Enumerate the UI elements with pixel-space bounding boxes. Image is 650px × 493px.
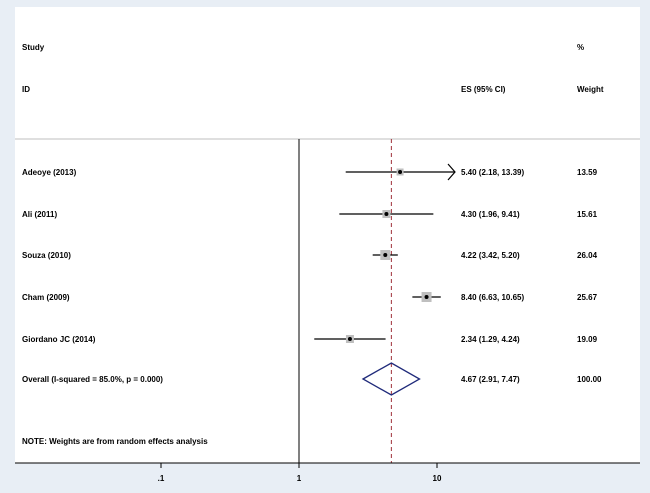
weight-value: 19.09 <box>577 335 598 344</box>
study-row: Cham (2009) 8.40 (6.63, 10.65) 25.67 <box>22 292 598 302</box>
ci-truncation-arrow <box>447 163 456 181</box>
overall-label: Overall (I-squared = 85.0%, p = 0.000) <box>22 375 163 384</box>
study-row: Giordano JC (2014) 2.34 (1.29, 4.24) 19.09 <box>22 335 598 344</box>
x-axis: .1 1 10 <box>158 463 442 483</box>
effect-size-value: 8.40 (6.63, 10.65) <box>461 293 524 302</box>
weight-value: 25.67 <box>577 293 598 302</box>
effect-size-value: 4.22 (3.42, 5.20) <box>461 251 520 260</box>
es-column-header: ES (95% CI) <box>461 85 506 94</box>
effect-size-value: 4.30 (1.96, 9.41) <box>461 210 520 219</box>
x-tick-label: .1 <box>158 474 165 483</box>
weight-value: 13.59 <box>577 168 598 177</box>
effect-size-value: 2.34 (1.29, 4.24) <box>461 335 520 344</box>
weight-column-header: Weight <box>577 85 604 94</box>
study-rows: Adeoye (2013) 5.40 (2.18, 13.39) 13.59 Ali … <box>22 139 602 463</box>
study-row: Souza (2010) 4.22 (3.42, 5.20) 26.04 <box>22 250 598 260</box>
id-column-header: ID <box>22 85 30 94</box>
study-name: Ali (2011) <box>22 210 57 219</box>
study-name: Souza (2010) <box>22 251 71 260</box>
point-estimate <box>398 170 403 174</box>
plot-panel <box>15 7 640 463</box>
overall-row: Overall (I-squared = 85.0%, p = 0.000) 4.… <box>22 362 602 396</box>
x-tick-label: 10 <box>433 474 442 483</box>
point-estimate <box>384 212 389 216</box>
effect-size-value: 5.40 (2.18, 13.39) <box>461 168 524 177</box>
point-estimate <box>383 253 388 257</box>
study-row: Ali (2011) 4.30 (1.96, 9.41) 15.61 <box>22 210 598 219</box>
study-row: Adeoye (2013) 5.40 (2.18, 13.39) 13.59 <box>22 163 598 181</box>
weight-value: 15.61 <box>577 210 598 219</box>
overall-weight: 100.00 <box>577 375 602 384</box>
point-estimate <box>424 295 429 299</box>
overall-diamond <box>361 362 421 396</box>
x-tick-label: 1 <box>297 474 302 483</box>
study-name: Cham (2009) <box>22 293 70 302</box>
point-estimate <box>347 337 352 341</box>
footnote: NOTE: Weights are from random effects an… <box>22 437 208 446</box>
weight-value: 26.04 <box>577 251 598 260</box>
study-name: Adeoye (2013) <box>22 168 77 177</box>
study-column-header: Study <box>22 43 45 52</box>
weight-percent-symbol: % <box>577 43 584 52</box>
overall-effect-size: 4.67 (2.91, 7.47) <box>461 375 520 384</box>
study-name: Giordano JC (2014) <box>22 335 96 344</box>
